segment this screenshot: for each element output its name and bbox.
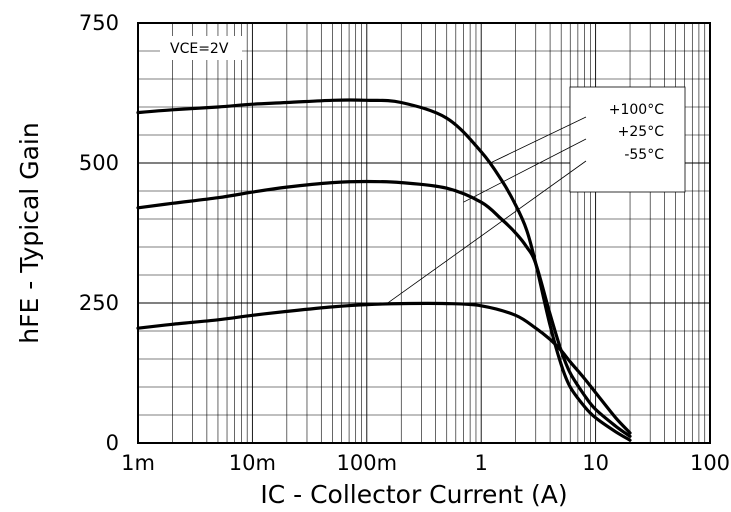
legend-leader-line: [463, 138, 587, 203]
legend-box: [569, 86, 686, 193]
x-tick-label: 100: [690, 451, 730, 475]
series-line-plus100c: [136, 98, 632, 442]
legend-leader-line: [386, 160, 587, 304]
x-tick-label: 1: [475, 451, 488, 475]
legend-entry-plus100c: +100°C: [609, 102, 664, 118]
plot-frame: [137, 22, 711, 444]
x-tick-label: 10: [582, 451, 609, 475]
series-layer: [136, 98, 632, 442]
y-tick-label: 500: [79, 151, 119, 175]
legend: +100°C +25°C -55°C: [386, 86, 686, 304]
x-tick-labels: 1m 10m 100m 1 10 100: [121, 451, 730, 475]
y-axis-title: hFE - Typical Gain: [15, 122, 44, 343]
y-tick-label: 750: [79, 11, 119, 35]
y-tick-label: 0: [106, 431, 119, 455]
x-tick-label: 100m: [337, 451, 398, 475]
y-tick-label: 250: [79, 291, 119, 315]
legend-entry-minus55c: -55°C: [624, 147, 664, 163]
legend-leaders: [386, 116, 587, 304]
condition-annotation: VCE=2V: [160, 36, 242, 60]
series-line-minus55c: [136, 301, 632, 435]
x-tick-label: 1m: [121, 451, 155, 475]
grid: [138, 23, 710, 443]
series-line-plus25c: [136, 179, 632, 438]
vce-annotation: VCE=2V: [170, 41, 229, 57]
y-tick-labels: 0 250 500 750: [79, 11, 119, 455]
legend-entry-plus25c: +25°C: [618, 124, 665, 140]
x-tick-label: 10m: [229, 451, 276, 475]
x-axis-title: IC - Collector Current (A): [260, 480, 567, 509]
legend-leader-line: [490, 116, 587, 164]
